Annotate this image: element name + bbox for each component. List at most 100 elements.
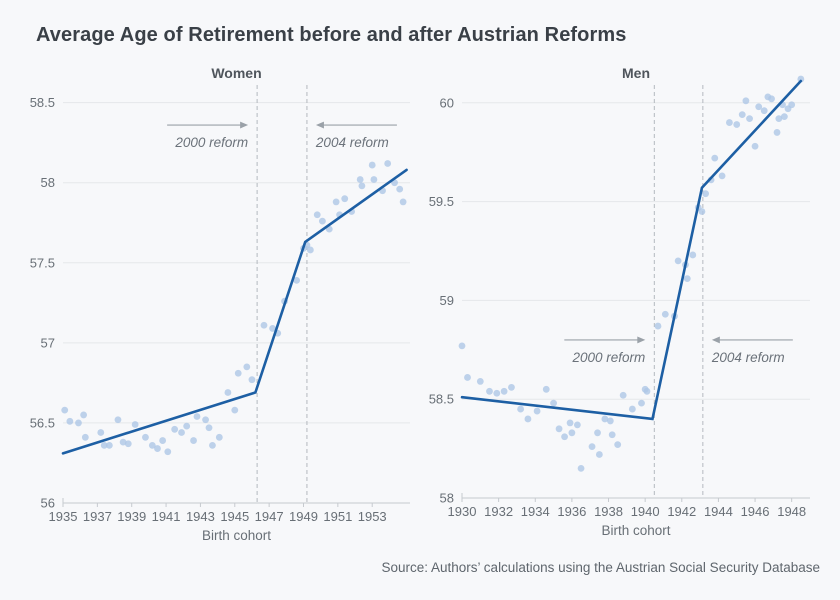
data-point: [215, 433, 223, 441]
data-point: [476, 378, 484, 385]
data-point: [702, 190, 709, 198]
svg-text:1935: 1935: [49, 509, 78, 524]
y-tick-labels: 56 56.5 57 57.5 58 58.5: [30, 95, 55, 510]
data-point: [517, 405, 525, 413]
data-point: [508, 383, 515, 391]
data-point: [131, 421, 139, 428]
panel-title: Men: [622, 65, 650, 81]
arrow-left-icon: [711, 336, 720, 344]
x-axis-label: Birth cohort: [601, 523, 670, 538]
svg-text:1944: 1944: [704, 504, 733, 519]
svg-text:1938: 1938: [594, 504, 623, 519]
data-point: [178, 429, 185, 436]
svg-text:57: 57: [41, 335, 55, 350]
data-point: [97, 429, 105, 436]
data-point: [561, 433, 568, 441]
x-axis: 1935 1937 1939 1941 1943 1945 1947 1949 1951 1953: [49, 498, 410, 524]
data-point: [661, 310, 669, 318]
svg-text:1948: 1948: [777, 504, 806, 519]
svg-text:2000 reform: 2000 reform: [174, 135, 248, 150]
arrow-left-icon: [315, 121, 324, 129]
data-point: [370, 176, 378, 183]
data-point: [231, 406, 239, 414]
y-gridlines: [63, 102, 410, 424]
svg-text:1947: 1947: [255, 509, 284, 524]
data-point: [698, 208, 706, 215]
data-point: [486, 387, 493, 395]
svg-text:1949: 1949: [289, 509, 318, 524]
data-point: [318, 217, 326, 225]
svg-text:56: 56: [41, 496, 55, 511]
svg-text:1940: 1940: [631, 504, 660, 519]
reform-annotation: 2000 reform: [564, 336, 646, 365]
data-point: [260, 321, 268, 329]
svg-text:59.5: 59.5: [429, 194, 454, 209]
svg-text:60: 60: [440, 95, 454, 110]
data-point: [797, 75, 805, 83]
svg-text:57.5: 57.5: [30, 255, 55, 270]
page-title: Average Age of Retirement before and aft…: [36, 24, 627, 46]
svg-text:58: 58: [440, 491, 454, 506]
svg-text:1937: 1937: [83, 509, 112, 524]
source-note: Source: Authors’ calculations using the …: [381, 560, 821, 575]
svg-text:2000 reform: 2000 reform: [572, 350, 646, 365]
data-point: [689, 251, 697, 259]
data-point: [243, 363, 251, 371]
data-point: [148, 441, 156, 449]
data-point: [202, 416, 209, 424]
data-point: [755, 103, 763, 111]
data-point: [368, 161, 376, 169]
data-point: [524, 415, 532, 423]
svg-text:1951: 1951: [323, 509, 352, 524]
data-point: [577, 464, 585, 472]
data-point: [154, 445, 161, 452]
svg-text:1942: 1942: [667, 504, 696, 519]
data-point: [566, 419, 574, 427]
data-point: [396, 185, 404, 193]
data-point: [638, 399, 645, 407]
svg-text:58.5: 58.5: [30, 95, 55, 110]
data-point: [780, 113, 788, 121]
arrow-right-icon: [637, 336, 646, 344]
data-point: [119, 438, 127, 446]
data-point: [224, 389, 232, 396]
data-point: [788, 101, 796, 109]
svg-text:1946: 1946: [741, 504, 770, 519]
data-point: [619, 391, 627, 399]
data-point: [269, 325, 276, 332]
data-point: [555, 425, 563, 433]
data-point: [595, 451, 603, 458]
data-point: [606, 417, 614, 425]
data-point: [742, 97, 750, 105]
data-point: [594, 429, 601, 437]
data-point: [718, 172, 726, 180]
data-point: [171, 425, 179, 433]
data-point: [193, 413, 201, 420]
data-point: [124, 440, 132, 448]
data-point: [654, 322, 662, 330]
svg-text:1930: 1930: [448, 504, 477, 519]
data-point: [550, 399, 557, 407]
women-chart: 56 56.5 57 57.5 58 58.5 1935 1937 1939 1941 1943 19…: [20, 58, 430, 563]
svg-text:1936: 1936: [557, 504, 586, 519]
data-point: [683, 275, 691, 283]
data-point: [399, 198, 407, 206]
data-point: [61, 406, 69, 414]
data-point: [643, 387, 651, 395]
data-point: [313, 211, 321, 219]
svg-text:58: 58: [41, 175, 55, 190]
reform-annotation: 2004 reform: [711, 336, 793, 365]
data-point: [142, 433, 149, 441]
data-point: [738, 111, 746, 119]
data-point: [356, 176, 364, 183]
data-point: [746, 115, 753, 122]
data-point: [614, 441, 622, 449]
data-point: [332, 198, 340, 206]
x-axis: 1930 1932 1934 1936 1938 1940 1942 1944 1946 1948: [448, 493, 810, 519]
men-chart: 58 58.5 59 59.5 60 1930 1932 1934 1936 1938 1940 19…: [420, 58, 830, 563]
data-point: [205, 424, 213, 432]
data-point: [533, 407, 541, 415]
data-point: [248, 376, 256, 384]
data-point: [608, 431, 616, 439]
